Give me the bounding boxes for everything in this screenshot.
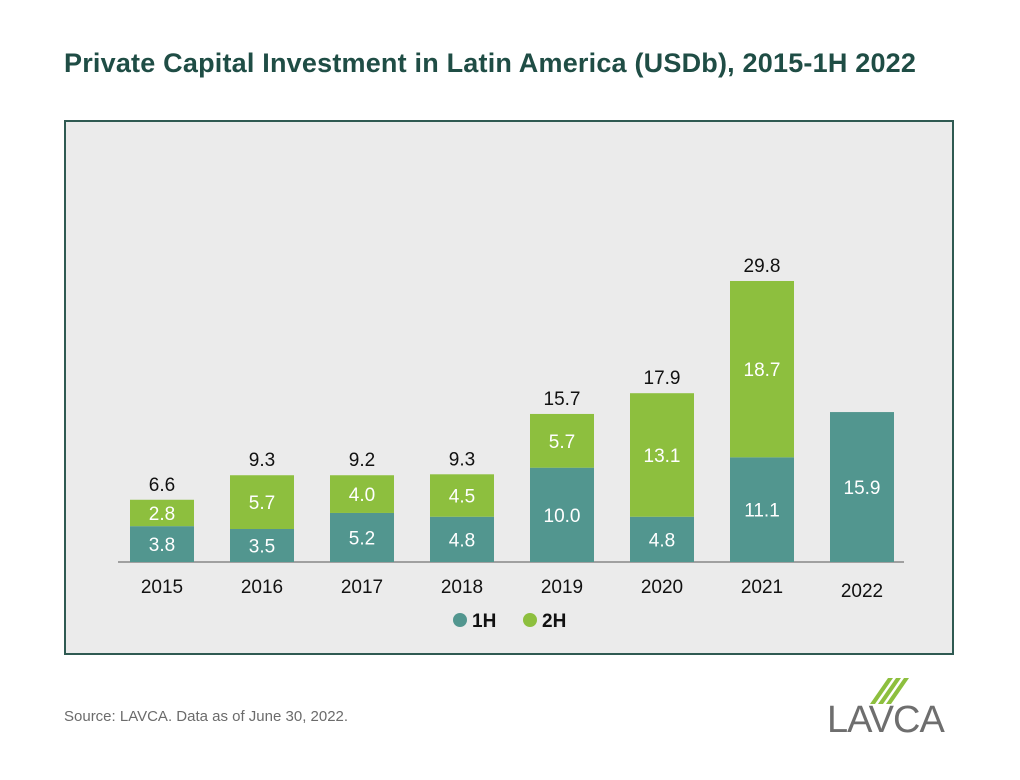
lavca-logo: LAVCA bbox=[827, 678, 946, 736]
bar-2h-2018 bbox=[430, 474, 494, 517]
logo-wordmark: LAVCA bbox=[827, 699, 945, 736]
stacked-bar-chart: 3.8 2.8 6.6 2015 3.5 5.7 9.3 2016 5.2 4.0 9.2 2017 4… bbox=[118, 256, 904, 632]
bar-label-1h-2021: 11.1 bbox=[744, 501, 780, 522]
bar-1h-2017 bbox=[330, 512, 394, 562]
bar-label-2h-2020: 13.1 bbox=[644, 446, 681, 467]
bar-1h-2020 bbox=[630, 516, 694, 562]
logo-stripes bbox=[870, 678, 909, 704]
chart-area: 3.8 2.8 6.6 2015 3.5 5.7 9.3 2016 5.2 4.0 9.2 2017 4… bbox=[64, 120, 954, 655]
bar-1h-2015 bbox=[130, 526, 194, 562]
bar-label-2h-2017: 4.0 bbox=[349, 485, 375, 506]
bar-label-2h-2021: 18.7 bbox=[744, 360, 781, 381]
bar-1h-2018 bbox=[430, 516, 494, 562]
bar-1h-2019 bbox=[530, 467, 594, 562]
total-label-2021: 29.8 bbox=[744, 256, 781, 277]
bar-label-1h-2022: 15.9 bbox=[844, 478, 881, 499]
x-tick-2022: 2022 bbox=[841, 581, 883, 602]
bar-label-1h-2015: 3.8 bbox=[149, 535, 175, 556]
bar-label-2h-2016: 5.7 bbox=[249, 493, 275, 514]
bar-1h-2021 bbox=[730, 457, 794, 562]
chart-title: Private Capital Investment in Latin Amer… bbox=[64, 48, 917, 78]
bar-1h-2016 bbox=[230, 528, 294, 562]
bar-label-2h-2015: 2.8 bbox=[149, 504, 175, 525]
bar-2h-2016 bbox=[230, 475, 294, 529]
legend-label-2h: 2H bbox=[542, 611, 566, 632]
total-label-2017: 9.2 bbox=[349, 450, 375, 471]
total-label-2020: 17.9 bbox=[644, 368, 681, 389]
bar-1h-2022 bbox=[830, 412, 894, 562]
legend-marker-1h bbox=[453, 613, 467, 627]
legend-marker-2h bbox=[523, 613, 537, 627]
x-tick-2021: 2021 bbox=[741, 577, 783, 598]
x-tick-2015: 2015 bbox=[141, 577, 183, 598]
total-label-2018: 9.3 bbox=[449, 449, 475, 470]
bar-label-2h-2019: 5.7 bbox=[549, 432, 575, 453]
total-label-2019: 15.7 bbox=[544, 389, 581, 410]
total-label-2016: 9.3 bbox=[249, 450, 275, 471]
bar-2h-2017 bbox=[330, 475, 394, 513]
x-tick-2016: 2016 bbox=[241, 577, 283, 598]
bar-label-1h-2020: 4.8 bbox=[649, 530, 675, 551]
x-tick-2017: 2017 bbox=[341, 577, 383, 598]
legend-label-1h: 1H bbox=[472, 611, 496, 632]
bar-2h-2020 bbox=[630, 393, 694, 517]
bar-label-2h-2018: 4.5 bbox=[449, 487, 475, 508]
bar-2h-2019 bbox=[530, 413, 594, 468]
bar-label-1h-2017: 5.2 bbox=[349, 528, 375, 549]
total-label-2015: 6.6 bbox=[149, 475, 175, 496]
bar-label-1h-2019: 10.0 bbox=[544, 506, 581, 527]
bar-2h-2015 bbox=[130, 499, 194, 527]
bar-2h-2021 bbox=[730, 280, 794, 458]
x-tick-2018: 2018 bbox=[441, 577, 483, 598]
bar-label-1h-2016: 3.5 bbox=[249, 536, 275, 557]
x-tick-2019: 2019 bbox=[541, 577, 583, 598]
x-tick-2020: 2020 bbox=[641, 577, 683, 598]
bar-label-1h-2018: 4.8 bbox=[449, 530, 475, 551]
source-note: Source: LAVCA. Data as of June 30, 2022. bbox=[64, 708, 349, 725]
